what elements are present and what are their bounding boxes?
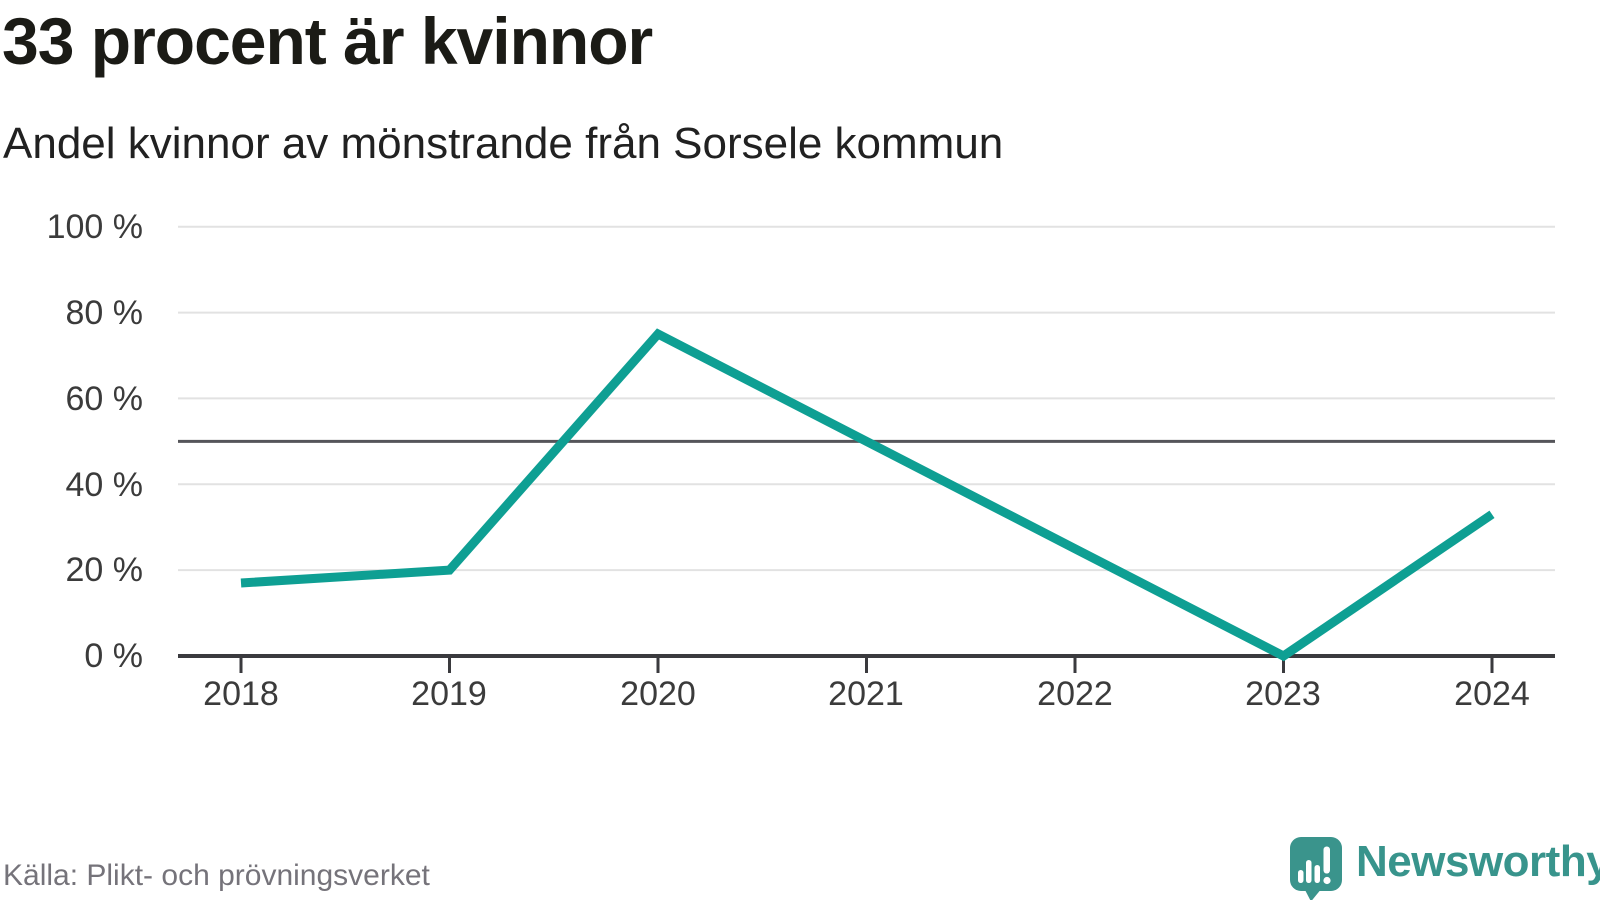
y-tick-label: 0 % [84,637,143,675]
logo-bar-1 [1298,870,1304,883]
x-tick-label: 2020 [620,675,696,713]
x-tick-label: 2024 [1454,675,1530,713]
logo-exclamation-dot [1323,876,1331,885]
x-tick-label: 2022 [1037,675,1113,713]
chart-subtitle: Andel kvinnor av mönstrande från Sorsele… [3,119,1004,168]
x-tick-label: 2021 [828,675,904,713]
data-line [240,328,1495,662]
logo-bubble [1290,837,1342,891]
x-ticks [239,658,1494,673]
x-tick-label: 2023 [1245,675,1321,713]
y-tick-label: 80 % [65,294,144,332]
chart-title: 33 procent är kvinnor [2,4,653,78]
y-tick-label: 100 % [46,208,143,246]
y-tick-label: 60 % [65,380,144,418]
logo-bar-2 [1306,860,1312,883]
source-note: Källa: Plikt- och prövningsverket [3,859,430,892]
y-tick-label: 40 % [65,466,144,504]
x-tick-label: 2018 [203,675,279,713]
logo-exclamation-bar [1323,846,1330,874]
logo-bar-3 [1314,865,1320,883]
x-tick-label: 2019 [411,675,487,713]
brand-wordmark: Newsworthy [1356,837,1600,886]
y-tick-label: 20 % [65,551,144,589]
logo-bubble-tail [1304,888,1322,900]
newsworthy-logo-icon [1290,837,1342,900]
